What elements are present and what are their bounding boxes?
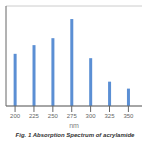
svg-text:250: 250 (48, 113, 59, 119)
svg-text:300: 300 (86, 113, 97, 119)
svg-text:nm: nm (69, 122, 79, 128)
html-text:Fig. 1 Absorption Spectrum of: Fig. 1 Absorption Spectrum of acrylamide (15, 132, 135, 138)
svg-text:350: 350 (123, 113, 134, 119)
svg-text:200: 200 (10, 113, 21, 119)
svg-text:325: 325 (105, 113, 116, 119)
svg-text:275: 275 (67, 113, 78, 119)
svg-text:225: 225 (29, 113, 40, 119)
